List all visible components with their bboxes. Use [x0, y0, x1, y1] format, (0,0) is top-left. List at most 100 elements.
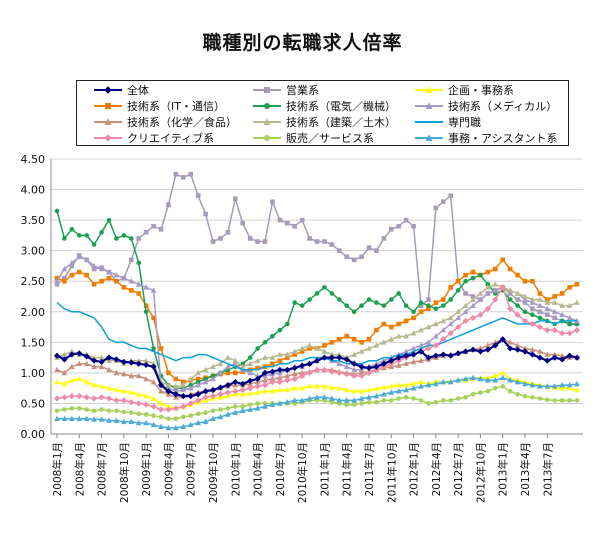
- data-point: [261, 369, 269, 376]
- data-point: [343, 386, 350, 393]
- chart-title: 職種別の転職求人倍率: [202, 32, 403, 54]
- data-point: [336, 354, 343, 361]
- data-point: [247, 402, 253, 407]
- data-point: [143, 393, 149, 399]
- data-point: [396, 321, 402, 327]
- data-point: [522, 345, 528, 351]
- data-point: [507, 291, 513, 296]
- data-point: [529, 296, 536, 302]
- data-point: [62, 278, 67, 284]
- data-point: [329, 395, 335, 401]
- data-point: [455, 308, 461, 315]
- data-point: [143, 284, 149, 290]
- data-point: [507, 345, 514, 352]
- data-point: [91, 281, 97, 287]
- data-point: [105, 395, 113, 402]
- data-point: [426, 306, 431, 312]
- y-tick-label: 3.00: [21, 245, 46, 258]
- data-point: [381, 357, 387, 363]
- legend-swatch-icon: [253, 135, 281, 141]
- data-point: [54, 415, 60, 422]
- data-point: [173, 383, 179, 389]
- data-point: [373, 342, 380, 348]
- data-point: [440, 336, 447, 343]
- data-point: [54, 208, 60, 214]
- data-point: [188, 413, 194, 418]
- data-point: [492, 296, 499, 303]
- data-point: [403, 386, 409, 393]
- data-point: [136, 411, 142, 417]
- data-point: [61, 265, 68, 272]
- data-point: [255, 365, 260, 371]
- data-point: [574, 299, 580, 305]
- data-point: [559, 311, 565, 318]
- data-point: [351, 360, 358, 367]
- data-point: [447, 314, 454, 321]
- data-point: [313, 366, 321, 373]
- data-point: [299, 362, 306, 369]
- data-point: [276, 366, 283, 373]
- data-point: [403, 333, 409, 339]
- data-point: [114, 278, 119, 284]
- data-point: [336, 297, 342, 302]
- data-point: [54, 408, 60, 414]
- legend-swatch-icon: [94, 134, 122, 142]
- data-point: [202, 366, 209, 373]
- data-point: [537, 348, 543, 354]
- data-point: [455, 278, 461, 284]
- data-point: [91, 382, 97, 388]
- legend-swatch-icon: [415, 86, 443, 93]
- data-point: [366, 345, 372, 351]
- data-point: [209, 393, 217, 400]
- data-point: [313, 357, 321, 364]
- data-point: [514, 342, 521, 348]
- data-point: [98, 363, 105, 370]
- data-point: [180, 414, 186, 420]
- data-point: [440, 199, 446, 205]
- data-point: [432, 352, 439, 359]
- data-point: [135, 419, 142, 426]
- data-point: [284, 220, 290, 226]
- data-point: [485, 290, 491, 296]
- data-point: [91, 363, 97, 370]
- data-point: [269, 368, 276, 375]
- data-point: [262, 388, 268, 394]
- data-point: [69, 272, 75, 278]
- data-point: [150, 378, 157, 385]
- data-point: [187, 393, 194, 400]
- data-point: [61, 356, 68, 363]
- data-point: [210, 408, 216, 414]
- data-point: [188, 171, 194, 177]
- data-point: [232, 378, 239, 386]
- data-point: [351, 257, 357, 263]
- data-point: [76, 269, 82, 275]
- data-point: [69, 263, 75, 269]
- data-point: [492, 342, 499, 349]
- data-point: [195, 397, 202, 404]
- data-point: [552, 398, 558, 403]
- data-point: [210, 415, 216, 422]
- data-point: [91, 262, 97, 269]
- data-point: [507, 297, 513, 302]
- data-point: [499, 336, 506, 343]
- series-11: [54, 374, 580, 431]
- data-point: [306, 383, 313, 389]
- x-tick-label: 2013年7月: [541, 442, 554, 496]
- data-point: [425, 382, 432, 388]
- data-point: [187, 421, 194, 428]
- data-point: [403, 395, 409, 400]
- data-point: [484, 346, 491, 353]
- legend-item: 技術系（メディカル）: [414, 98, 557, 114]
- data-point: [396, 291, 402, 296]
- data-point: [529, 346, 536, 352]
- data-point: [544, 397, 550, 403]
- x-tick-label: 2008年10月: [118, 442, 131, 503]
- legend-swatch-icon: [253, 118, 281, 125]
- data-point: [143, 401, 150, 408]
- data-point: [455, 323, 462, 331]
- data-point: [62, 236, 67, 241]
- data-point: [76, 350, 83, 357]
- data-point: [530, 395, 535, 400]
- data-point: [180, 393, 187, 400]
- x-tick-label: 2008年1月: [51, 442, 64, 496]
